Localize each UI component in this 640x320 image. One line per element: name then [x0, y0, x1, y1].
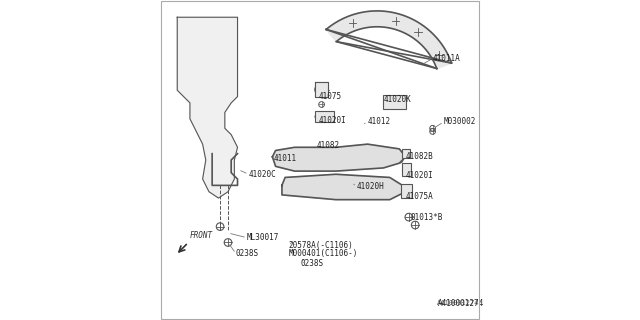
Text: 41011A: 41011A [433, 54, 460, 63]
Text: 41020I: 41020I [406, 172, 433, 180]
Text: 41082B: 41082B [406, 152, 433, 161]
Text: ML30017: ML30017 [247, 233, 280, 242]
FancyBboxPatch shape [316, 111, 334, 122]
Text: 41020K: 41020K [383, 95, 411, 104]
Text: 41020I: 41020I [319, 116, 346, 125]
FancyBboxPatch shape [401, 184, 412, 198]
Text: 0238S: 0238S [301, 259, 324, 268]
Text: 41011: 41011 [274, 154, 297, 163]
Text: M000401(C1106-): M000401(C1106-) [288, 249, 358, 258]
Text: 41012: 41012 [367, 117, 390, 126]
Text: A410001274: A410001274 [437, 299, 484, 308]
Text: 41020C: 41020C [248, 170, 276, 179]
Text: 41082: 41082 [317, 141, 340, 150]
Polygon shape [316, 82, 328, 97]
Text: 0238S: 0238S [236, 249, 259, 258]
Text: 41075A: 41075A [406, 192, 433, 201]
Polygon shape [282, 174, 403, 200]
Text: 20578A(-C1106): 20578A(-C1106) [288, 241, 353, 250]
Text: 41020H: 41020H [356, 182, 384, 191]
Text: FRONT: FRONT [190, 231, 213, 240]
Polygon shape [273, 144, 406, 171]
Text: A410001274: A410001274 [437, 300, 480, 306]
Text: 41075: 41075 [319, 92, 342, 101]
Text: 01013*B: 01013*B [410, 212, 443, 222]
Text: M030002: M030002 [444, 117, 476, 126]
FancyBboxPatch shape [383, 95, 406, 109]
Polygon shape [177, 17, 237, 198]
Polygon shape [326, 11, 452, 68]
FancyBboxPatch shape [403, 149, 410, 158]
FancyBboxPatch shape [401, 163, 411, 176]
